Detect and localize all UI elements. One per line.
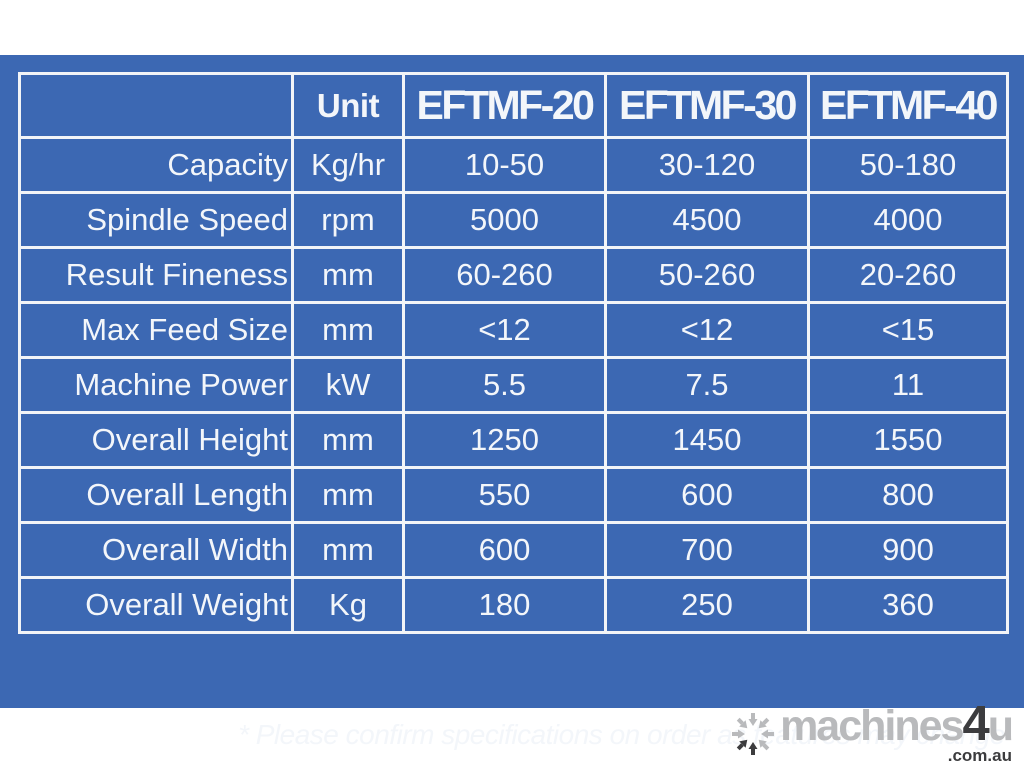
value-cell: 4500 (604, 191, 810, 249)
machines4u-icon (732, 713, 775, 755)
spec-row: Overall Height mm 1250 1450 1550 (18, 411, 1009, 469)
row-label: Overall Length (18, 466, 294, 524)
value-cell: 700 (604, 521, 810, 579)
brand-domain: .com.au (947, 746, 1012, 765)
row-label: Result Fineness (18, 246, 294, 304)
unit-cell: Kg/hr (291, 136, 405, 194)
spec-row: Result Fineness mm 60-260 50-260 20-260 (18, 246, 1009, 304)
unit-cell: mm (291, 246, 405, 304)
row-label: Max Feed Size (18, 301, 294, 359)
row-label: Spindle Speed (18, 191, 294, 249)
value-cell: 50-260 (604, 246, 810, 304)
specification-table: Unit EFTMF-20 EFTMF-30 EFTMF-40 Capacity Kg/… (18, 72, 1009, 634)
value-cell: 5.5 (402, 356, 607, 414)
model-column-header: EFTMF-40 (807, 72, 1009, 139)
unit-cell: kW (291, 356, 405, 414)
row-label: Capacity (18, 136, 294, 194)
model-column-header: EFTMF-30 (604, 72, 810, 139)
row-label: Overall Weight (18, 576, 294, 634)
value-cell: 1550 (807, 411, 1009, 469)
spec-row: Max Feed Size mm <12 <12 <15 (18, 301, 1009, 359)
brand-machines-text: machines (780, 702, 964, 750)
value-cell: <12 (402, 301, 607, 359)
unit-cell: mm (291, 521, 405, 579)
brand-logo: machines4u .com.au (728, 700, 1014, 765)
brand-four-text: 4 (962, 697, 989, 751)
value-cell: 250 (604, 576, 810, 634)
table-header-row: Unit EFTMF-20 EFTMF-30 EFTMF-40 (18, 72, 1009, 139)
value-cell: 10-50 (402, 136, 607, 194)
value-cell: 600 (402, 521, 607, 579)
unit-cell: rpm (291, 191, 405, 249)
spec-row: Overall Length mm 550 600 800 (18, 466, 1009, 524)
value-cell: 60-260 (402, 246, 607, 304)
value-cell: 550 (402, 466, 607, 524)
footnote: * Please confirm specifications on order… (238, 719, 1005, 750)
value-cell: 5000 (402, 191, 607, 249)
value-cell: 30-120 (604, 136, 810, 194)
brand-wordmark: machines4u (780, 700, 1014, 750)
row-label: Overall Width (18, 521, 294, 579)
spec-row: Machine Power kW 5.5 7.5 11 (18, 356, 1009, 414)
value-cell: 900 (807, 521, 1009, 579)
value-cell: 4000 (807, 191, 1009, 249)
spec-row: Overall Weight Kg 180 250 360 (18, 576, 1009, 634)
unit-cell: mm (291, 411, 405, 469)
value-cell: 600 (604, 466, 810, 524)
value-cell: 1250 (402, 411, 607, 469)
table-body: Capacity Kg/hr 10-50 30-120 50-180 Spindle Sp… (18, 136, 1009, 634)
value-cell: 800 (807, 466, 1009, 524)
unit-column-header: Unit (291, 72, 405, 139)
value-cell: 7.5 (604, 356, 810, 414)
blue-background-band: Unit EFTMF-20 EFTMF-30 EFTMF-40 Capacity Kg/… (0, 55, 1024, 750)
value-cell: 180 (402, 576, 607, 634)
value-cell: 11 (807, 356, 1009, 414)
model-column-header: EFTMF-20 (402, 72, 607, 139)
corner-cell (18, 72, 294, 139)
value-cell: <15 (807, 301, 1009, 359)
unit-cell: mm (291, 466, 405, 524)
spec-row: Spindle Speed rpm 5000 4500 4000 (18, 191, 1009, 249)
value-cell: 50-180 (807, 136, 1009, 194)
spec-row: Capacity Kg/hr 10-50 30-120 50-180 (18, 136, 1009, 194)
value-cell: 360 (807, 576, 1009, 634)
value-cell: 1450 (604, 411, 810, 469)
unit-cell: Kg (291, 576, 405, 634)
value-cell: <12 (604, 301, 810, 359)
brand-u-text: u (987, 702, 1014, 750)
spec-row: Overall Width mm 600 700 900 (18, 521, 1009, 579)
row-label: Overall Height (18, 411, 294, 469)
unit-cell: mm (291, 301, 405, 359)
value-cell: 20-260 (807, 246, 1009, 304)
row-label: Machine Power (18, 356, 294, 414)
